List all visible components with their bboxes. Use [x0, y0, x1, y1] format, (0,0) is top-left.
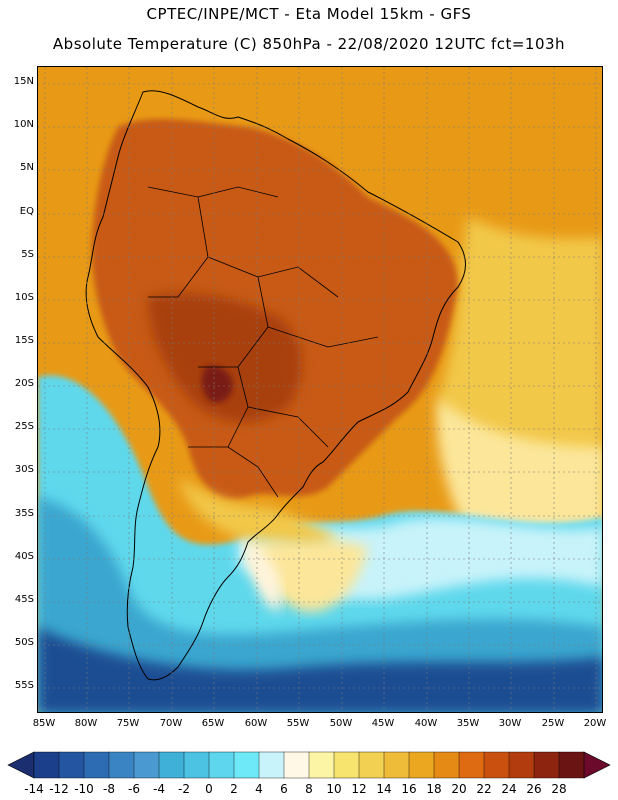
colorbar-cell	[258, 751, 285, 779]
lon-label-80w: 80W	[74, 718, 98, 729]
colorbar-tick-label: 8	[305, 782, 313, 796]
colorbar-tick-label: 14	[376, 782, 392, 796]
chart-title-variable: Absolute Temperature (C) 850hPa - 22/08/…	[52, 35, 566, 53]
colorbar-cell	[308, 751, 335, 779]
colorbar-tick-label: 28	[551, 782, 567, 796]
colorbar-tick-label: 0	[205, 782, 213, 796]
colorbar-cell	[383, 751, 410, 779]
lat-label-50s: 50S	[14, 637, 34, 648]
southern-ocean-deep-blue	[38, 627, 602, 712]
colorbar-cell	[133, 751, 160, 779]
colorbar-cell	[183, 751, 210, 779]
colorbar-tick-label: 24	[501, 782, 517, 796]
lat-label-15s: 15S	[14, 335, 34, 346]
andes-heat-spot	[201, 365, 233, 403]
atlantic-light-yellow	[437, 397, 602, 537]
colorbar-cell	[33, 751, 60, 779]
colorbar-cell	[458, 751, 485, 779]
lat-label-10n: 10N	[13, 119, 34, 130]
colorbar-cell	[433, 751, 460, 779]
colorbar-tick-label: -14	[24, 782, 44, 796]
colorbar-cell	[508, 751, 535, 779]
lon-label-60w: 60W	[244, 718, 268, 729]
graticule	[38, 67, 602, 712]
colorbar-tick-label: 20	[451, 782, 467, 796]
lat-label-40s: 40S	[14, 551, 34, 562]
chart-title-source: CPTEC/INPE/MCT - Eta Model 15km - GFS	[146, 5, 472, 23]
lon-label-70w: 70W	[159, 718, 183, 729]
southern-ocean-blue	[38, 497, 602, 712]
colorbar-left-arrow	[7, 751, 35, 779]
lon-label-25w: 25W	[541, 718, 565, 729]
continent-heat-core	[148, 293, 302, 422]
lat-label-25s: 25S	[14, 421, 34, 432]
colorbar-tick-label: 6	[280, 782, 288, 796]
colorbar-cell	[483, 751, 510, 779]
colorbar-cell	[283, 751, 310, 779]
lon-label-75w: 75W	[116, 718, 140, 729]
colorbar-cell	[158, 751, 185, 779]
colorbar-tick-label: -8	[103, 782, 115, 796]
lon-label-65w: 65W	[201, 718, 225, 729]
colorbar-tick-label: 16	[401, 782, 417, 796]
colorbar-tick-label: 22	[476, 782, 492, 796]
colorbar-cell	[208, 751, 235, 779]
colorbar-right-arrow	[583, 751, 611, 779]
lat-label-5n: 5N	[20, 162, 34, 173]
colorbar-cell	[83, 751, 110, 779]
colorbar-tick-label: 10	[326, 782, 342, 796]
colorbar-cell	[108, 751, 135, 779]
colorbar-cell	[533, 751, 560, 779]
patagonia-cream	[243, 537, 282, 612]
lon-label-20w: 20W	[583, 718, 607, 729]
temperature-colorbar	[7, 751, 611, 779]
lat-label-5s: 5S	[21, 249, 34, 260]
colorbar-tick-label: 2	[230, 782, 238, 796]
colorbar-tick-label: -4	[153, 782, 165, 796]
lon-label-40w: 40W	[414, 718, 438, 729]
lat-label-30s: 30S	[14, 464, 34, 475]
lat-label-20s: 20S	[14, 378, 34, 389]
lon-label-45w: 45W	[371, 718, 395, 729]
country-borders	[147, 186, 379, 498]
colorbar-tick-label: -10	[74, 782, 94, 796]
colorbar-tick-label: 12	[351, 782, 367, 796]
temperature-map	[37, 66, 603, 713]
lon-label-35w: 35W	[456, 718, 480, 729]
lat-label-10s: 10S	[14, 292, 34, 303]
lat-label-eq: EQ	[19, 206, 34, 217]
lat-label-45s: 45S	[14, 594, 34, 605]
colorbar-tick-label: -2	[178, 782, 190, 796]
coastline-south-america	[85, 90, 466, 681]
colorbar-tick-label: 4	[255, 782, 263, 796]
lon-label-50w: 50W	[329, 718, 353, 729]
colorbar-cell	[408, 751, 435, 779]
colorbar-cell	[333, 751, 360, 779]
southern-cone-yellow	[178, 477, 338, 543]
colorbar-tick-label: -6	[128, 782, 140, 796]
colorbar-tick-label: -12	[49, 782, 69, 796]
colorbar-cell	[58, 751, 85, 779]
colorbar-cell	[233, 751, 260, 779]
colorbar-cell	[558, 751, 585, 779]
colorbar-cell	[358, 751, 385, 779]
colorbar-tick-label: 18	[426, 782, 442, 796]
lon-label-30w: 30W	[498, 718, 522, 729]
lon-label-55w: 55W	[286, 718, 310, 729]
lon-label-85w: 85W	[32, 718, 56, 729]
lat-label-15n: 15N	[13, 76, 34, 87]
colorbar-tick-label: 26	[526, 782, 542, 796]
lat-label-55s: 55S	[14, 680, 34, 691]
lat-label-35s: 35S	[14, 508, 34, 519]
